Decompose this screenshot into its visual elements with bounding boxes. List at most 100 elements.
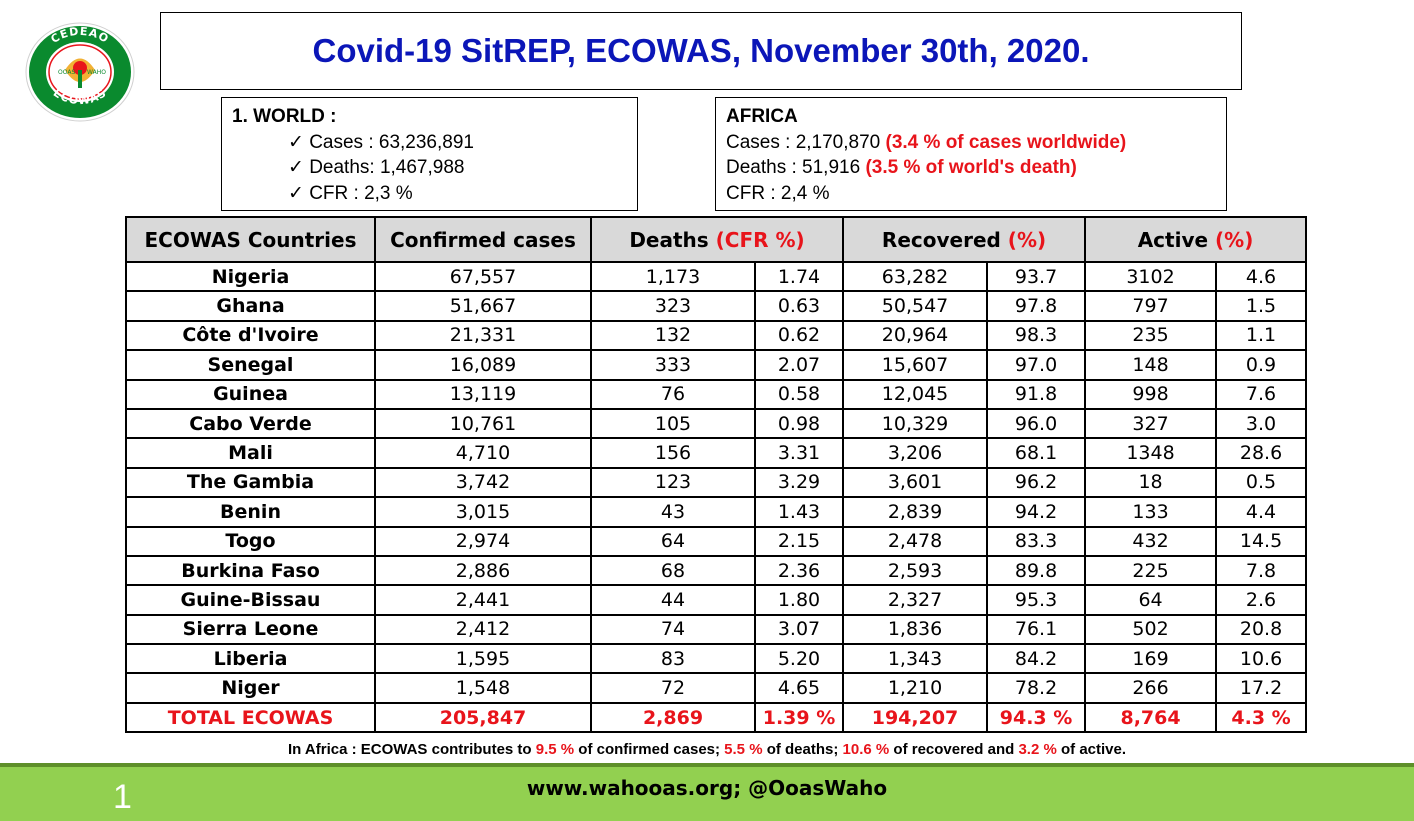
cell-recovered: 1,210 <box>842 672 989 704</box>
cell-active-pct: 14.5 <box>1215 525 1308 557</box>
cell-deaths: 64 <box>590 525 756 557</box>
cell-cfr: 0.98 <box>753 407 845 440</box>
cell-country: Mali <box>125 437 376 469</box>
total-deaths: 2,869 <box>590 701 756 734</box>
cell-country: Senegal <box>125 349 376 381</box>
africa-cases-note: (3.4 % of cases worldwide) <box>885 131 1127 153</box>
footnote-value4: 3.2 % <box>1018 741 1057 758</box>
cell-deaths: 123 <box>590 466 756 499</box>
cell-deaths: 156 <box>590 437 756 469</box>
africa-deaths-note: (3.5 % of world's death) <box>865 157 1077 178</box>
cell-deaths: 1,173 <box>590 260 756 293</box>
cell-country: Nigeria <box>125 260 376 293</box>
cell-recovered: 1,836 <box>842 613 989 646</box>
cell-recovered: 2,478 <box>842 525 989 557</box>
logo-inner-left: OOAS <box>58 69 75 76</box>
cell-cfr: 2.07 <box>753 349 845 381</box>
cell-recovered: 3,206 <box>842 437 989 469</box>
africa-deaths-label: Deaths : 51,916 <box>726 157 866 178</box>
cell-deaths: 74 <box>590 613 756 646</box>
cell-active: 327 <box>1084 407 1218 440</box>
table-row: Nigeria 67,557 1,173 1.74 63,282 93.7 3102 4.6 <box>125 260 1308 293</box>
footnote-part4: of recovered and <box>889 741 1019 758</box>
footnote: In Africa : ECOWAS contributes to 9.5 % … <box>0 741 1414 758</box>
footnote-part5: of active. <box>1056 741 1127 758</box>
cell-country: Ghana <box>125 290 376 322</box>
cell-active-pct: 7.6 <box>1215 378 1308 410</box>
header-confirmed: Confirmed cases <box>374 216 592 263</box>
cell-recovered-pct: 91.8 <box>986 378 1087 410</box>
cell-active-pct: 4.4 <box>1215 496 1308 528</box>
logo-bottom-text: ECOWAS <box>51 86 108 107</box>
cell-cfr: 3.07 <box>753 613 845 646</box>
cell-recovered: 1,343 <box>842 643 989 675</box>
cell-active-pct: 28.6 <box>1215 437 1308 469</box>
cell-recovered-pct: 76.1 <box>986 613 1087 646</box>
header-active: Active (%) <box>1084 216 1308 263</box>
cell-deaths: 333 <box>590 349 756 381</box>
cell-recovered-pct: 93.7 <box>986 260 1087 293</box>
cell-active-pct: 1.1 <box>1215 319 1308 352</box>
cell-cfr: 1.74 <box>753 260 845 293</box>
table-row: Senegal 16,089 333 2.07 15,607 97.0 148 0.9 <box>125 349 1308 381</box>
cell-deaths: 68 <box>590 554 756 587</box>
footnote-part3: of deaths; <box>762 741 843 758</box>
cell-active: 64 <box>1084 584 1218 616</box>
cell-confirmed: 4,710 <box>374 437 592 469</box>
cell-confirmed: 13,119 <box>374 378 592 410</box>
cell-active: 169 <box>1084 643 1218 675</box>
slide-number: 1 <box>113 778 132 816</box>
table-row: Cabo Verde 10,761 105 0.98 10,329 96.0 327 3.0 <box>125 407 1308 440</box>
cell-active-pct: 17.2 <box>1215 672 1308 704</box>
cell-active-pct: 7.8 <box>1215 554 1308 587</box>
cell-recovered: 3,601 <box>842 466 989 499</box>
cell-recovered-pct: 89.8 <box>986 554 1087 587</box>
table-row: Liberia 1,595 83 5.20 1,343 84.2 169 10.6 <box>125 643 1308 675</box>
table-row: Togo 2,974 64 2.15 2,478 83.3 432 14.5 <box>125 525 1308 557</box>
cell-deaths: 323 <box>590 290 756 322</box>
cell-country: Togo <box>125 525 376 557</box>
cell-active: 148 <box>1084 349 1218 381</box>
cell-deaths: 105 <box>590 407 756 440</box>
cell-cfr: 0.63 <box>753 290 845 322</box>
cell-confirmed: 21,331 <box>374 319 592 352</box>
cell-active: 502 <box>1084 613 1218 646</box>
cell-confirmed: 16,089 <box>374 349 592 381</box>
world-summary-box: 1. WORLD : ✓ Cases : 63,236,891 ✓ Deaths… <box>221 97 638 211</box>
cell-cfr: 1.80 <box>753 584 845 616</box>
cell-confirmed: 51,667 <box>374 290 592 322</box>
cell-cfr: 4.65 <box>753 672 845 704</box>
cell-confirmed: 2,441 <box>374 584 592 616</box>
cell-confirmed: 3,015 <box>374 496 592 528</box>
cell-country: Guinea <box>125 378 376 410</box>
africa-cases: Cases : 2,170,870 (3.4 % of cases worldw… <box>726 130 1226 156</box>
cell-country: Côte d'Ivoire <box>125 319 376 352</box>
header-active-label: Active <box>1137 227 1216 252</box>
footnote-value1: 9.5 % <box>535 741 575 758</box>
cell-active: 432 <box>1084 525 1218 557</box>
cell-recovered-pct: 96.2 <box>986 466 1087 499</box>
cell-recovered-pct: 97.0 <box>986 349 1087 381</box>
cell-active-pct: 10.6 <box>1215 643 1308 675</box>
cell-recovered-pct: 98.3 <box>986 319 1087 352</box>
table-row: Guine-Bissau 2,441 44 1.80 2,327 95.3 64 2.6 <box>125 584 1308 616</box>
cell-confirmed: 3,742 <box>374 466 592 499</box>
cell-deaths: 83 <box>590 643 756 675</box>
cell-active: 1348 <box>1084 437 1218 469</box>
cell-recovered: 63,282 <box>842 260 989 293</box>
footnote-part2: of confirmed cases; <box>574 741 725 758</box>
cell-recovered: 50,547 <box>842 290 989 322</box>
cell-confirmed: 2,974 <box>374 525 592 557</box>
header-active-pct: (%) <box>1215 227 1254 252</box>
total-active: 8,764 <box>1084 701 1218 734</box>
cell-recovered: 10,329 <box>842 407 989 440</box>
africa-deaths: Deaths : 51,916 (3.5 % of world's death) <box>726 155 1226 181</box>
footer-top-line <box>0 763 1414 767</box>
world-deaths: ✓ Deaths: 1,467,988 <box>288 157 465 178</box>
cell-country: Burkina Faso <box>125 554 376 587</box>
total-recovered: 194,207 <box>842 701 989 734</box>
table-row: Côte d'Ivoire 21,331 132 0.62 20,964 98.3 235 1… <box>125 319 1308 352</box>
table-row: Sierra Leone 2,412 74 3.07 1,836 76.1 502 20.8 <box>125 613 1308 646</box>
table-row: Burkina Faso 2,886 68 2.36 2,593 89.8 225 7.8 <box>125 554 1308 587</box>
cell-confirmed: 2,886 <box>374 554 592 587</box>
